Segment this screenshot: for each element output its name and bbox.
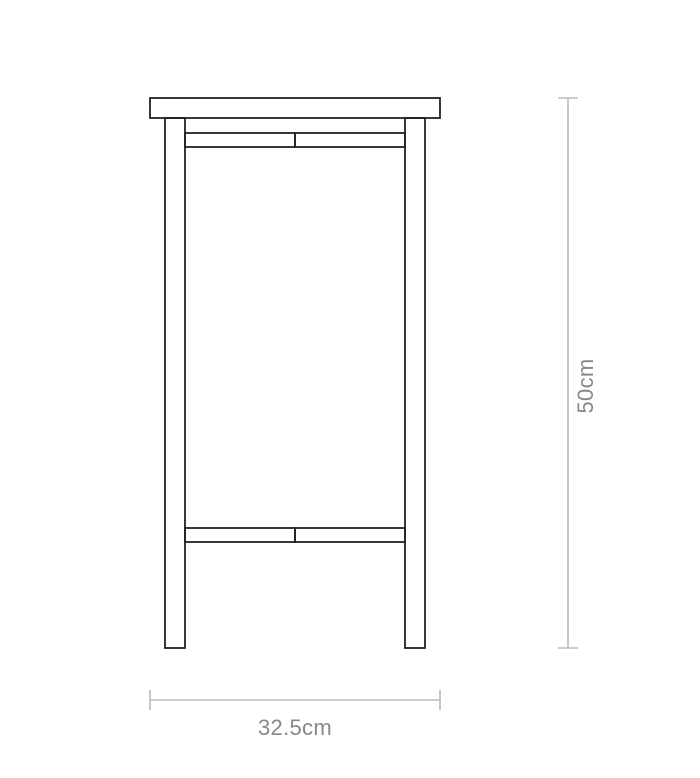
- diagram-canvas: 50cm 32.5cm: [0, 0, 700, 778]
- tabletop: [150, 98, 440, 118]
- leg-right: [405, 118, 425, 648]
- stretcher-lower-right: [295, 528, 405, 542]
- stretcher-lower-left: [185, 528, 295, 542]
- stretcher-upper-right: [295, 133, 405, 147]
- stretcher-upper-left: [185, 133, 295, 147]
- leg-left: [165, 118, 185, 648]
- dim-width-label: 32.5cm: [258, 715, 332, 741]
- dim-height-label: 50cm: [573, 359, 599, 414]
- table-outline: [150, 98, 440, 648]
- dimension-lines: [150, 98, 578, 710]
- dim-width-line: [150, 690, 440, 710]
